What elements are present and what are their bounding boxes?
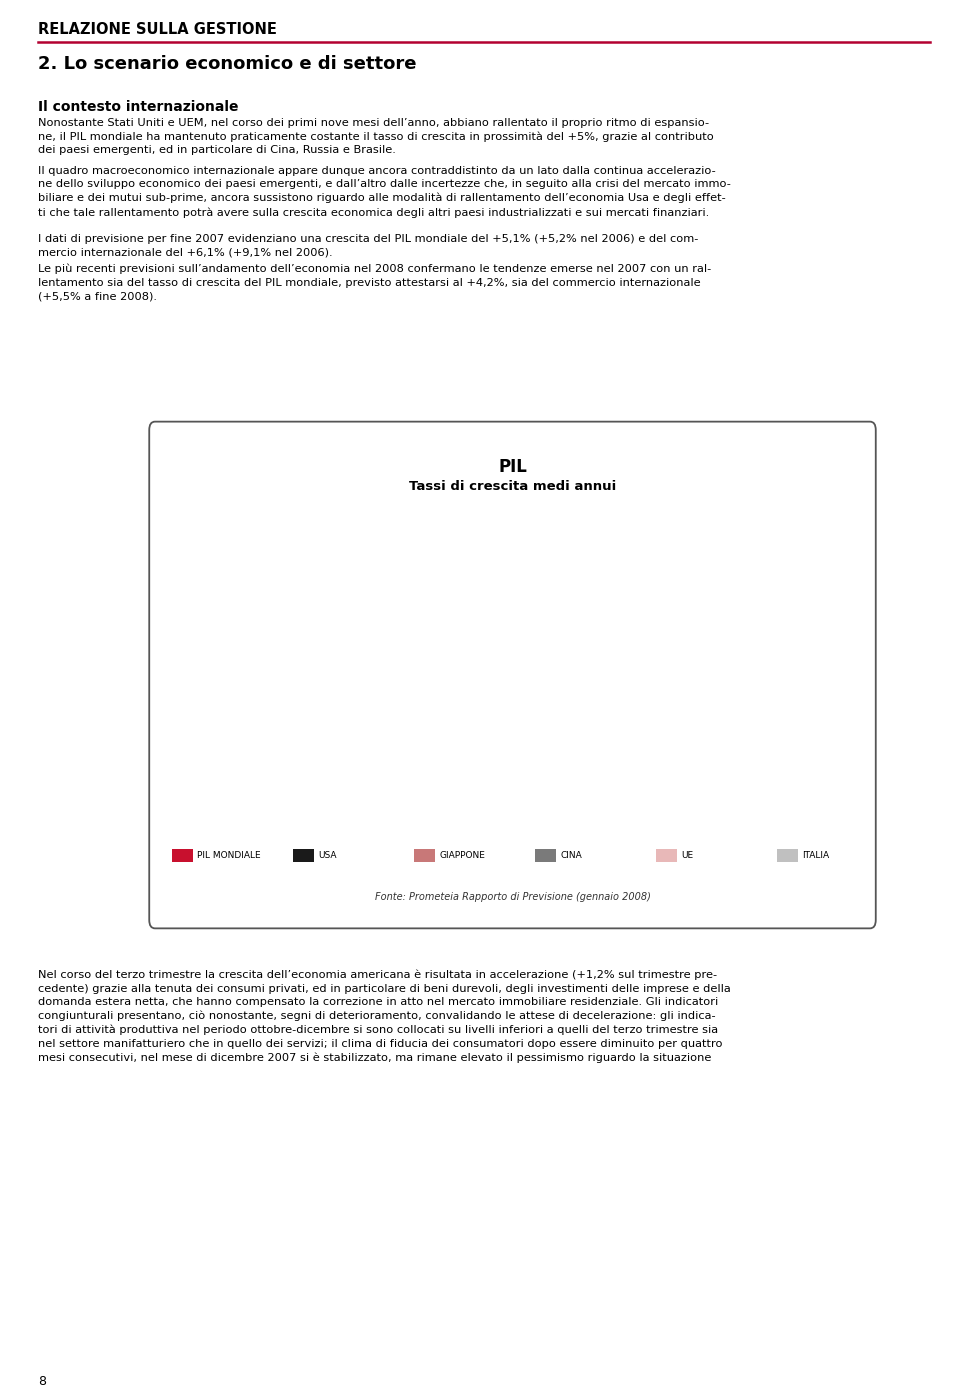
Text: CINA: CINA [560,851,582,861]
Bar [348,768,387,830]
Text: 5,1: 5,1 [554,671,569,681]
Text: PIL MONDIALE: PIL MONDIALE [197,851,261,861]
Bar [542,684,581,830]
Bar [586,770,624,830]
Text: 2. Lo scenario economico e di settore: 2. Lo scenario economico e di settore [38,54,417,72]
Text: Le più recenti previsioni sull’andamento dell’economia nel 2008 confermano le te: Le più recenti previsioni sull’andamento… [38,265,711,301]
Text: 5,2: 5,2 [274,669,290,678]
Text: USA: USA [318,851,337,861]
Bar [392,532,430,830]
Text: 2,2: 2,2 [360,755,375,765]
Bar [629,776,667,830]
Text: 1,7: 1,7 [770,769,785,779]
Text: PIL: PIL [498,458,527,476]
Text: 1,9: 1,9 [640,763,656,773]
Text: 2,6: 2,6 [727,742,742,754]
Bar [715,756,754,830]
Text: Nonostante Stati Uniti e UEM, nel corso dei primi nove mesi dell’anno, abbiano r: Nonostante Stati Uniti e UEM, nel corso … [38,118,713,156]
Text: 10,6: 10,6 [681,513,702,522]
Text: Nel corso del terzo trimestre la crescita dell’economia americana è risultata in: Nel corso del terzo trimestre la crescit… [38,970,731,1063]
Bar [672,527,710,830]
Text: Il contesto internazionale: Il contesto internazionale [38,100,238,114]
Text: Tassi di crescita medi annui: Tassi di crescita medi annui [409,481,616,493]
Text: 2,9: 2,9 [317,734,332,744]
Text: Il quadro macroeconomico internazionale appare dunque ancora contraddistinto da : Il quadro macroeconomico internazionale … [38,166,731,217]
Bar [758,781,796,830]
Text: I dati di previsione per fine 2007 evidenziano una crescita del PIL mondiale del: I dati di previsione per fine 2007 evide… [38,234,698,258]
Text: 8: 8 [38,1375,46,1387]
Bar [263,681,300,830]
Text: GIAPPONE: GIAPPONE [439,851,485,861]
Text: 2,9: 2,9 [446,734,462,744]
Text: RELAZIONE SULLA GESTIONE: RELAZIONE SULLA GESTIONE [38,22,276,38]
Text: 2,1: 2,1 [597,758,612,768]
Text: ITALIA: ITALIA [802,851,829,861]
Bar [478,776,516,830]
Text: 10,4: 10,4 [400,518,421,529]
Bar [435,747,473,830]
Text: Fonte: Prometeia Rapporto di Previsione (gennaio 2008): Fonte: Prometeia Rapporto di Previsione … [374,892,651,903]
Text: 1,9: 1,9 [490,763,505,773]
Bar [306,747,344,830]
Text: UE: UE [681,851,693,861]
